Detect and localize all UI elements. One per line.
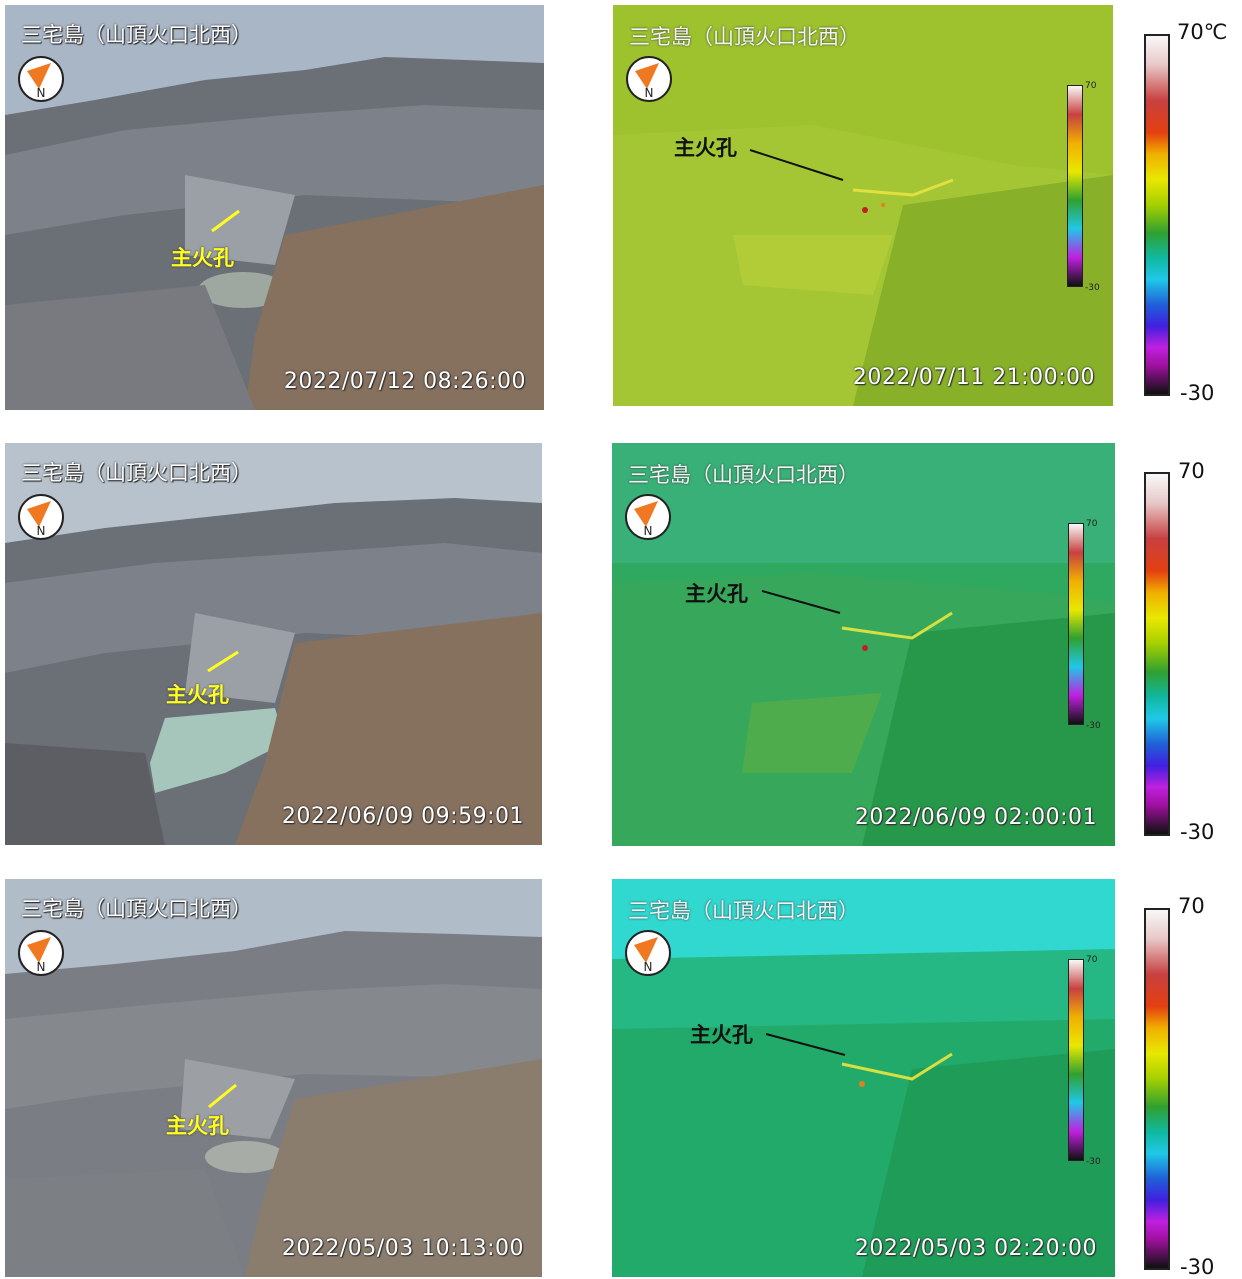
visible-camera-image-1: 三宅島（山頂火口北西） N 主火孔 2022/07/12 08:26:00 [5, 5, 544, 410]
crater-photo [5, 5, 544, 410]
mini-scale-max: 70 [1086, 519, 1098, 529]
crater-pointer-line [749, 149, 844, 181]
crater-pointer-line [208, 1083, 237, 1109]
svg-text:N: N [37, 86, 46, 100]
mini-scale-max: 70 [1086, 955, 1098, 965]
visible-camera-image-3: 三宅島（山頂火口北西） N 主火孔 2022/05/03 10:13:00 [5, 879, 542, 1277]
thermal-camera-image-2: 三宅島（山頂火口北西） N 主火孔 70 -30 2022/06/09 02:0… [612, 443, 1115, 846]
camera-title: 三宅島（山頂火口北西） [628, 899, 859, 923]
scale-min-label: -30 [1180, 820, 1215, 844]
timestamp: 2022/07/12 08:26:00 [283, 369, 526, 394]
camera-title: 三宅島（山頂火口北西） [21, 897, 252, 921]
timestamp: 2022/06/09 02:00:01 [854, 805, 1097, 830]
crater-label: 主火孔 [166, 683, 229, 707]
timestamp: 2022/07/11 21:00:00 [852, 365, 1095, 390]
camera-title: 三宅島（山頂火口北西） [628, 463, 859, 487]
thermal-mini-scale [1068, 959, 1084, 1161]
svg-text:N: N [644, 960, 653, 974]
svg-text:N: N [644, 524, 653, 538]
crater-pointer-line [765, 1033, 846, 1056]
thermal-photo [612, 443, 1115, 846]
crater-photo [5, 879, 542, 1277]
scale-min-label: -30 [1180, 1255, 1215, 1279]
timestamp: 2022/05/03 02:20:00 [854, 1236, 1097, 1261]
temperature-color-scale [1144, 34, 1170, 396]
thermal-mini-scale [1068, 523, 1084, 725]
timestamp: 2022/05/03 10:13:00 [281, 1236, 524, 1261]
crater-label: 主火孔 [685, 582, 748, 606]
crater-photo [5, 443, 542, 845]
thermal-camera-image-1: 三宅島（山頂火口北西） N 主火孔 70 -30 2022/07/11 21:0… [613, 5, 1113, 406]
crater-label: 主火孔 [171, 246, 234, 270]
mini-scale-min: -30 [1085, 283, 1100, 293]
svg-text:N: N [37, 960, 46, 974]
temperature-color-scale [1144, 472, 1170, 836]
thermal-camera-image-3: 三宅島（山頂火口北西） N 主火孔 70 -30 2022/05/03 02:2… [612, 879, 1115, 1277]
scale-max-label: 70 [1178, 459, 1205, 483]
scale-max-label: 70℃ [1177, 20, 1228, 44]
crater-label: 主火孔 [690, 1023, 753, 1047]
compass-icon: N [626, 56, 672, 102]
camera-title: 三宅島（山頂火口北西） [21, 461, 252, 485]
camera-title: 三宅島（山頂火口北西） [21, 23, 252, 47]
compass-icon: N [625, 930, 671, 976]
compass-icon: N [18, 930, 64, 976]
crater-pointer-line [211, 209, 240, 233]
svg-text:N: N [37, 524, 46, 538]
compass-icon: N [625, 494, 671, 540]
thermal-photo [613, 5, 1113, 406]
thermal-mini-scale [1067, 85, 1083, 287]
crater-pointer-line [761, 590, 841, 614]
crater-pointer-line [207, 650, 239, 673]
svg-text:N: N [645, 86, 654, 100]
compass-icon: N [18, 494, 64, 540]
scale-max-label: 70 [1178, 894, 1205, 918]
crater-label: 主火孔 [166, 1114, 229, 1138]
temperature-color-scale [1144, 908, 1170, 1270]
mini-scale-max: 70 [1085, 81, 1097, 91]
visible-camera-image-2: 三宅島（山頂火口北西） N 主火孔 2022/06/09 09:59:01 [5, 443, 542, 845]
mini-scale-min: -30 [1086, 1157, 1101, 1167]
crater-label: 主火孔 [674, 136, 737, 160]
scale-min-label: -30 [1180, 381, 1215, 405]
thermal-photo [612, 879, 1115, 1277]
compass-icon: N [18, 56, 64, 102]
camera-title: 三宅島（山頂火口北西） [629, 25, 860, 49]
mini-scale-min: -30 [1086, 721, 1101, 731]
timestamp: 2022/06/09 09:59:01 [281, 804, 524, 829]
